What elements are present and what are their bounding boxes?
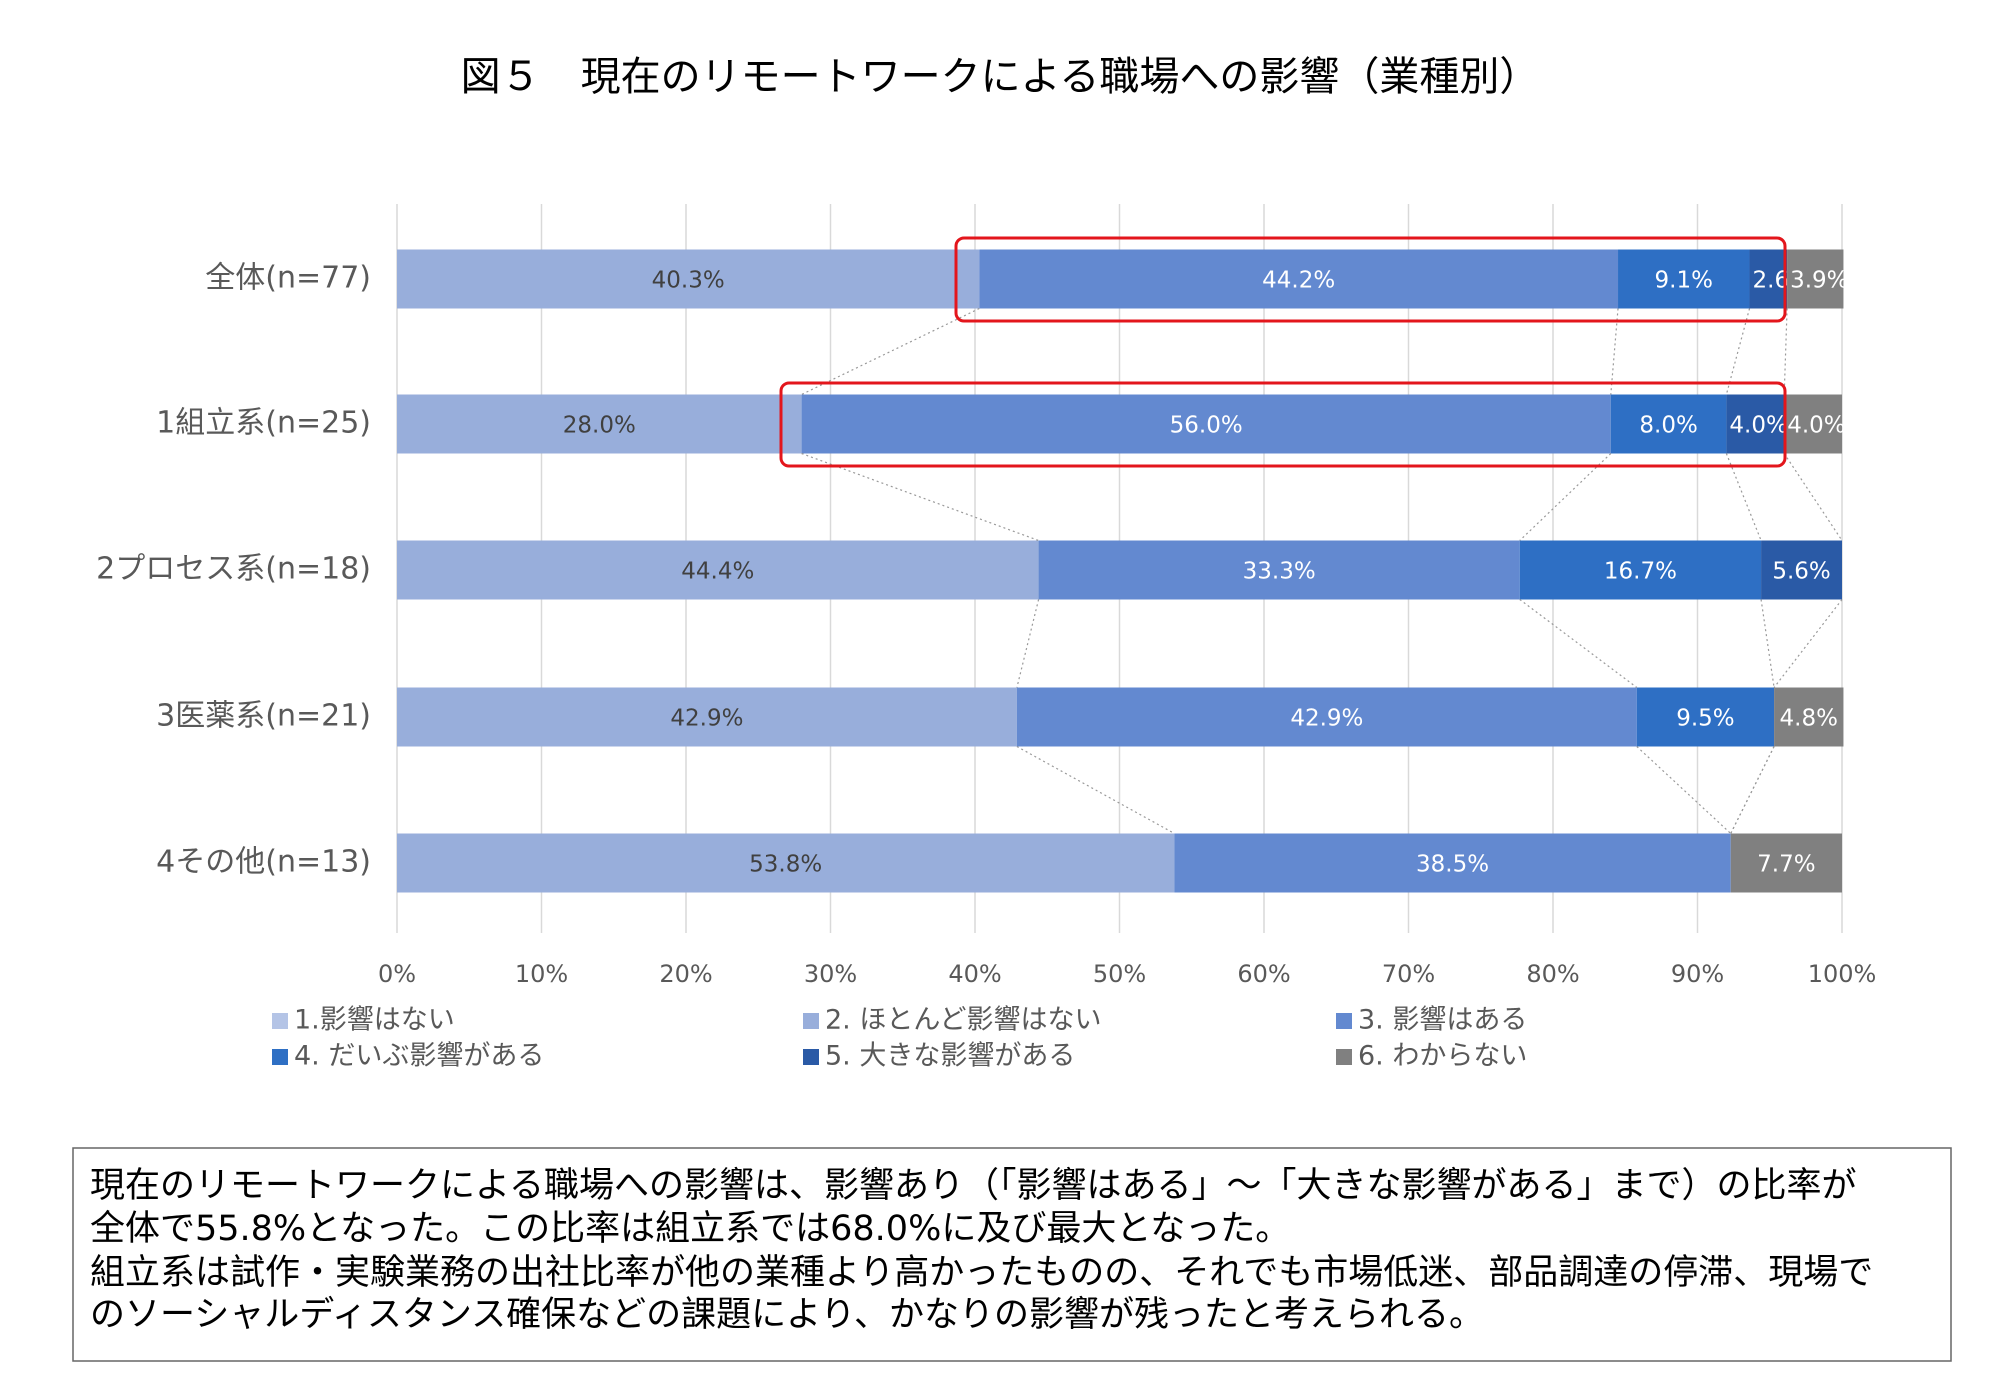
bar-segment <box>1761 540 1842 600</box>
data-label: 28.0% <box>563 413 636 439</box>
bar-segment <box>1726 394 1785 454</box>
data-label: 0.0% <box>1845 559 1903 585</box>
y-tick-label: 3医薬系(n=21) <box>156 699 371 734</box>
x-tick-label: 20% <box>659 960 712 988</box>
x-tick-label: 90% <box>1671 960 1724 988</box>
bar-segment <box>397 249 980 309</box>
series-line <box>1730 746 1775 834</box>
x-tick-label: 30% <box>804 960 857 988</box>
bar-segment <box>1519 540 1762 600</box>
bar-segment <box>397 394 802 454</box>
series-line <box>1519 599 1638 688</box>
data-label: 4.0% <box>1729 413 1787 439</box>
series-line <box>1016 599 1040 688</box>
bar-segment <box>1774 687 1844 747</box>
x-tick-label: 70% <box>1382 960 1435 988</box>
legend-label: 4. だいぶ影響がある <box>294 1041 544 1072</box>
bar-segment <box>1618 249 1750 309</box>
series-line <box>1783 453 1843 541</box>
series-line <box>1519 453 1612 541</box>
data-label: 9.5% <box>1676 706 1734 732</box>
highlight-box <box>779 381 1787 468</box>
data-label: 42.9% <box>670 706 743 732</box>
bar-segment <box>1016 687 1637 747</box>
data-label: 33.3% <box>1243 559 1316 585</box>
legend-label: 5. 大きな影響がある <box>825 1041 1075 1072</box>
x-tick-label: 40% <box>948 960 1001 988</box>
bar-segment <box>397 833 1175 893</box>
series-line <box>1636 746 1732 834</box>
legend-swatch <box>803 1013 819 1029</box>
series-line <box>1016 745 1175 835</box>
y-tick-label: 全体(n=77) <box>205 261 371 296</box>
series-line <box>801 452 1039 542</box>
x-tick-label: 50% <box>1093 960 1146 988</box>
series-line <box>1725 453 1762 541</box>
series-line <box>1773 599 1843 688</box>
data-label: 5.6% <box>1772 559 1830 585</box>
bar-segment <box>1038 540 1520 600</box>
x-tick-label: 0% <box>378 960 416 988</box>
note-box <box>72 1147 1952 1362</box>
data-label: 53.8% <box>749 852 822 878</box>
data-label: 56.0% <box>1170 413 1243 439</box>
legend-swatch <box>803 1049 819 1065</box>
data-label: 9.1% <box>1655 268 1713 294</box>
data-label: 42.9% <box>1290 706 1363 732</box>
note: 現在のリモートワークによる職場への影響は、影響あり（「影響はある」～「大きな影響… <box>90 1166 1873 1335</box>
bar-segment <box>801 394 1611 454</box>
data-label: 4.0% <box>1787 413 1845 439</box>
x-tick-label: 10% <box>515 960 568 988</box>
data-label: 44.2% <box>1262 268 1335 294</box>
legend-swatch <box>1336 1013 1352 1029</box>
note-line: 全体で55.8%となった。この比率は組立系では68.0%に及び最大となった。 <box>90 1209 1290 1249</box>
plot: 0% 10% 20% 30% 40% 50% 60% 70% 80% 90% 100% 全体(n=77… <box>96 204 1903 1072</box>
series-line <box>1783 308 1788 395</box>
highlight-box <box>954 236 1787 323</box>
bar-segment <box>1749 249 1788 309</box>
x-tick-label: 60% <box>1237 960 1290 988</box>
data-label: 40.3% <box>652 268 725 294</box>
legend-label: 1.影響はない <box>294 1005 455 1036</box>
y-tick-label: 2プロセス系(n=18) <box>96 552 371 587</box>
bar-segment <box>1174 833 1731 893</box>
data-label: 44.4% <box>681 559 754 585</box>
legend-swatch <box>272 1013 288 1029</box>
x-tick-label: 80% <box>1526 960 1579 988</box>
data-label: 4.8% <box>1780 706 1838 732</box>
data-label: 8.0% <box>1639 413 1697 439</box>
bar-segment <box>1787 249 1844 309</box>
note-line: 現在のリモートワークによる職場への影響は、影響あり（「影響はある」～「大きな影響… <box>90 1166 1856 1206</box>
series-line <box>1760 599 1775 688</box>
series-line <box>1610 308 1619 395</box>
legend-label: 2. ほとんど影響はない <box>825 1005 1102 1036</box>
note-line: のソーシャルディスタンス確保などの課題により、かなりの影響が残ったと考えられる。 <box>90 1295 1484 1335</box>
data-label: 38.5% <box>1416 852 1489 878</box>
bar-segment <box>397 687 1017 747</box>
bar-segment <box>397 540 1039 600</box>
chart-title: 図５ 現在のリモートワークによる職場への影響（業種別） <box>461 54 1540 100</box>
y-tick-label: 4その他(n=13) <box>156 845 371 880</box>
legend-label: 3. 影響はある <box>1358 1005 1527 1036</box>
bar-segment <box>1610 394 1727 454</box>
data-label: 16.7% <box>1604 559 1677 585</box>
bar-segment <box>1636 687 1775 747</box>
bar-segment <box>1784 394 1842 454</box>
series-line <box>1730 746 1775 834</box>
note-line: 組立系は試作・実験業務の出社比率が他の業種より高かったものの、それでも市場低迷、… <box>90 1253 1873 1293</box>
x-tick-label: 100% <box>1808 960 1877 988</box>
legend-swatch <box>272 1049 288 1065</box>
bar-segment <box>979 249 1619 309</box>
legend-label: 6. わからない <box>1358 1041 1527 1072</box>
data-label: 7.7% <box>1757 852 1815 878</box>
legend-swatch <box>1336 1049 1352 1065</box>
data-label: 3.9% <box>1790 268 1848 294</box>
bar-segment <box>1730 833 1842 893</box>
y-tick-label: 1組立系(n=25) <box>156 406 371 441</box>
